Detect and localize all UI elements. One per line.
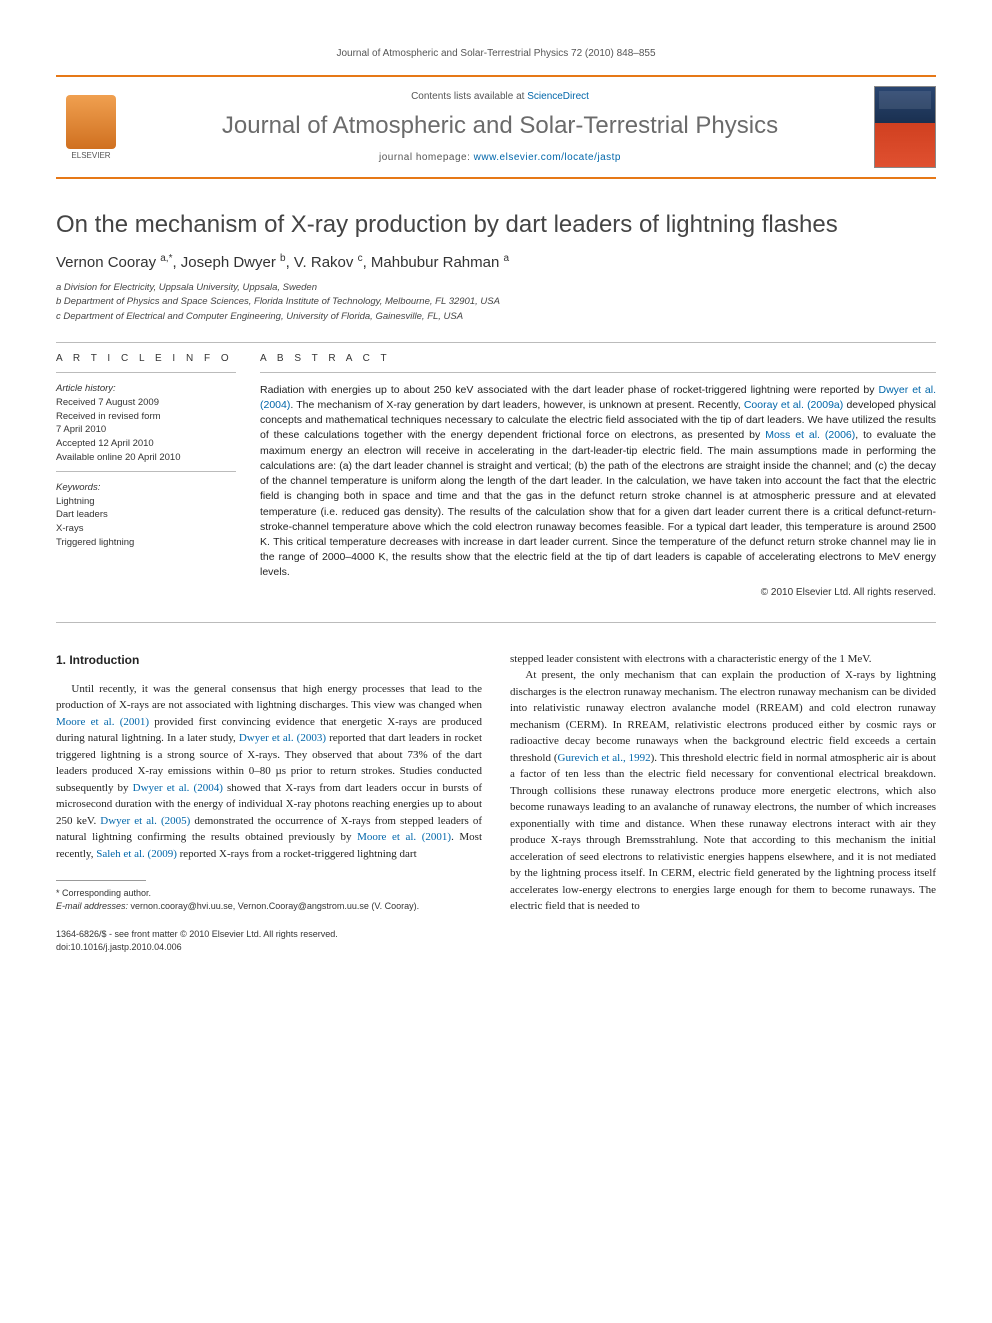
citation-link[interactable]: Moss et al. (2006) bbox=[765, 429, 855, 441]
email-note: E-mail addresses: vernon.cooray@hvi.uu.s… bbox=[56, 900, 482, 913]
homepage-prefix: journal homepage: bbox=[379, 152, 474, 163]
doi-line: doi:10.1016/j.jastp.2010.04.006 bbox=[56, 941, 482, 954]
running-head: Journal of Atmospheric and Solar-Terrest… bbox=[56, 48, 936, 59]
info-abstract-row: A R T I C L E I N F O Article history: R… bbox=[56, 353, 936, 598]
affiliations: a Division for Electricity, Uppsala Univ… bbox=[56, 281, 936, 324]
elsevier-text: ELSEVIER bbox=[71, 151, 110, 160]
keywords-label: Keywords: bbox=[56, 482, 236, 493]
keyword-1: Dart leaders bbox=[56, 508, 236, 522]
citation-link[interactable]: Moore et al. (2001) bbox=[56, 716, 149, 728]
elsevier-tree-icon bbox=[66, 95, 116, 149]
corresponding-author-note: * Corresponding author. bbox=[56, 887, 482, 900]
keyword-3: Triggered lightning bbox=[56, 536, 236, 550]
citation-link[interactable]: Moore et al. (2001) bbox=[357, 831, 451, 843]
issn-line: 1364-6826/$ - see front matter © 2010 El… bbox=[56, 928, 482, 941]
article-title: On the mechanism of X-ray production by … bbox=[56, 211, 936, 239]
citation-link[interactable]: Dwyer et al. (2003) bbox=[239, 732, 326, 744]
masthead-center: Contents lists available at ScienceDirec… bbox=[126, 85, 874, 169]
history-line-2: 7 April 2010 bbox=[56, 423, 236, 437]
email-label: E-mail addresses: bbox=[56, 901, 128, 911]
intro-paragraph-2: At present, the only mechanism that can … bbox=[510, 667, 936, 915]
section-1-heading: 1. Introduction bbox=[56, 651, 482, 669]
history-line-1: Received in revised form bbox=[56, 410, 236, 424]
history-line-3: Accepted 12 April 2010 bbox=[56, 437, 236, 451]
sciencedirect-link[interactable]: ScienceDirect bbox=[527, 91, 589, 102]
citation-link[interactable]: Saleh et al. (2009) bbox=[96, 848, 177, 860]
homepage-link[interactable]: www.elsevier.com/locate/jastp bbox=[474, 152, 621, 163]
affiliation-b: b Department of Physics and Space Scienc… bbox=[56, 295, 936, 309]
footnote-separator bbox=[56, 880, 146, 881]
abstract-label: A B S T R A C T bbox=[260, 353, 936, 364]
history-line-0: Received 7 August 2009 bbox=[56, 396, 236, 410]
journal-cover-thumbnail bbox=[874, 86, 936, 168]
info-divider-1 bbox=[56, 372, 236, 373]
divider-bottom bbox=[56, 622, 936, 623]
body-column-left: 1. Introduction Until recently, it was t… bbox=[56, 651, 482, 954]
intro-paragraph-1-cont: stepped leader consistent with electrons… bbox=[510, 651, 936, 668]
abstract-divider bbox=[260, 372, 936, 373]
intro-paragraph-1: Until recently, it was the general conse… bbox=[56, 681, 482, 863]
article-info-label: A R T I C L E I N F O bbox=[56, 353, 236, 364]
citation-link[interactable]: Cooray et al. (2009a) bbox=[744, 399, 843, 411]
contents-prefix: Contents lists available at bbox=[411, 91, 527, 102]
article-info: A R T I C L E I N F O Article history: R… bbox=[56, 353, 236, 598]
citation-link[interactable]: Dwyer et al. (2005) bbox=[100, 815, 190, 827]
keyword-2: X-rays bbox=[56, 522, 236, 536]
masthead-inner: ELSEVIER Contents lists available at Sci… bbox=[56, 77, 936, 177]
masthead: ELSEVIER Contents lists available at Sci… bbox=[56, 75, 936, 179]
author-list: Vernon Cooray a,*, Joseph Dwyer b, V. Ra… bbox=[56, 253, 936, 271]
history-label: Article history: bbox=[56, 383, 236, 394]
divider-top bbox=[56, 342, 936, 343]
abstract-text: Radiation with energies up to about 250 … bbox=[260, 383, 936, 581]
citation-link[interactable]: Gurevich et al., 1992 bbox=[558, 752, 651, 764]
journal-name: Journal of Atmospheric and Solar-Terrest… bbox=[134, 112, 866, 140]
abstract-copyright: © 2010 Elsevier Ltd. All rights reserved… bbox=[260, 587, 936, 598]
elsevier-logo: ELSEVIER bbox=[56, 88, 126, 166]
page: Journal of Atmospheric and Solar-Terrest… bbox=[0, 0, 992, 1001]
body-column-right: stepped leader consistent with electrons… bbox=[510, 651, 936, 954]
homepage-line: journal homepage: www.elsevier.com/locat… bbox=[134, 152, 866, 163]
abstract-column: A B S T R A C T Radiation with energies … bbox=[260, 353, 936, 598]
affiliation-c: c Department of Electrical and Computer … bbox=[56, 310, 936, 324]
history-line-4: Available online 20 April 2010 bbox=[56, 451, 236, 465]
citation-link[interactable]: Dwyer et al. (2004) bbox=[133, 782, 223, 794]
email-addresses: vernon.cooray@hvi.uu.se, Vernon.Cooray@a… bbox=[128, 901, 419, 911]
info-divider-2 bbox=[56, 471, 236, 472]
keyword-0: Lightning bbox=[56, 495, 236, 509]
body-columns: 1. Introduction Until recently, it was t… bbox=[56, 651, 936, 954]
contents-line: Contents lists available at ScienceDirec… bbox=[134, 91, 866, 102]
affiliation-a: a Division for Electricity, Uppsala Univ… bbox=[56, 281, 936, 295]
